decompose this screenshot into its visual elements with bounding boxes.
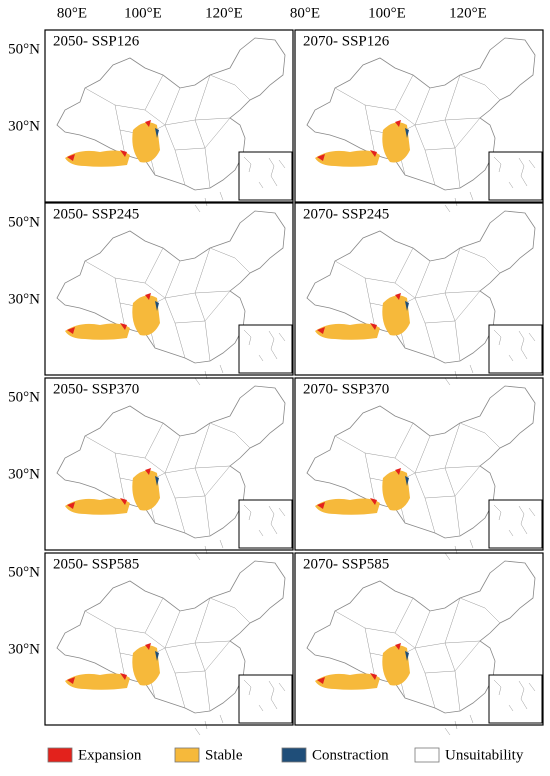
panel-title: 2050- SSP585: [53, 556, 139, 572]
lon-label: 120°E: [449, 5, 487, 21]
panel-frame: [44, 552, 294, 726]
map-panel: 2050- SSP126: [44, 29, 294, 213]
lon-label: 80°E: [290, 5, 320, 21]
panel-title: 2070- SSP585: [303, 556, 389, 572]
map-panel: 2050- SSP585: [44, 552, 294, 736]
legend-swatch: [281, 747, 307, 763]
lat-label: 30°N: [8, 641, 40, 657]
panel-frame: [294, 377, 544, 551]
panel-title: 2070- SSP370: [303, 381, 389, 397]
panel-title: 2050- SSP370: [53, 381, 139, 397]
panel-title: 2070- SSP126: [303, 33, 390, 49]
inset-map: [238, 499, 293, 549]
inset-map: [488, 499, 543, 549]
lat-label: 30°N: [8, 118, 40, 134]
lat-label: 50°N: [8, 564, 40, 580]
panel-title: 2050- SSP245: [53, 206, 139, 222]
legend-label: Expansion: [78, 747, 142, 763]
legend-label: Constraction: [312, 747, 389, 763]
inset-map: [238, 674, 293, 724]
panel-frame: [44, 377, 294, 551]
lon-label: 120°E: [205, 5, 243, 21]
panel-title: 2070- SSP245: [303, 206, 389, 222]
map-panel: 2070- SSP245: [294, 202, 544, 386]
lon-label: 100°E: [124, 5, 162, 21]
map-panel: 2050- SSP245: [44, 202, 294, 386]
inset-map: [238, 324, 293, 374]
lat-label: 50°N: [8, 389, 40, 405]
lon-label: 80°E: [57, 5, 87, 21]
map-panel: 2070- SSP585: [294, 552, 544, 736]
legend-swatch: [414, 747, 440, 763]
panel-frame: [294, 202, 544, 376]
map-panel: 2070- SSP370: [294, 377, 544, 561]
lat-label: 50°N: [8, 41, 40, 57]
lat-label: 50°N: [8, 214, 40, 230]
legend-swatch: [174, 747, 200, 763]
panel-frame: [44, 202, 294, 376]
inset-map: [488, 674, 543, 724]
map-panel: 2070- SSP126: [294, 29, 544, 213]
inset-map: [488, 151, 543, 201]
legend-label: Unsuitability: [445, 747, 524, 763]
legend-swatch: [47, 747, 73, 763]
lat-label: 30°N: [8, 291, 40, 307]
inset-map: [488, 324, 543, 374]
lat-label: 30°N: [8, 466, 40, 482]
legend-label: Stable: [205, 747, 243, 763]
panel-frame: [44, 29, 294, 203]
panel-frame: [294, 29, 544, 203]
inset-map: [238, 151, 293, 201]
panel-frame: [294, 552, 544, 726]
map-panel: 2050- SSP370: [44, 377, 294, 561]
lon-label: 100°E: [368, 5, 406, 21]
panel-title: 2050- SSP126: [53, 33, 140, 49]
